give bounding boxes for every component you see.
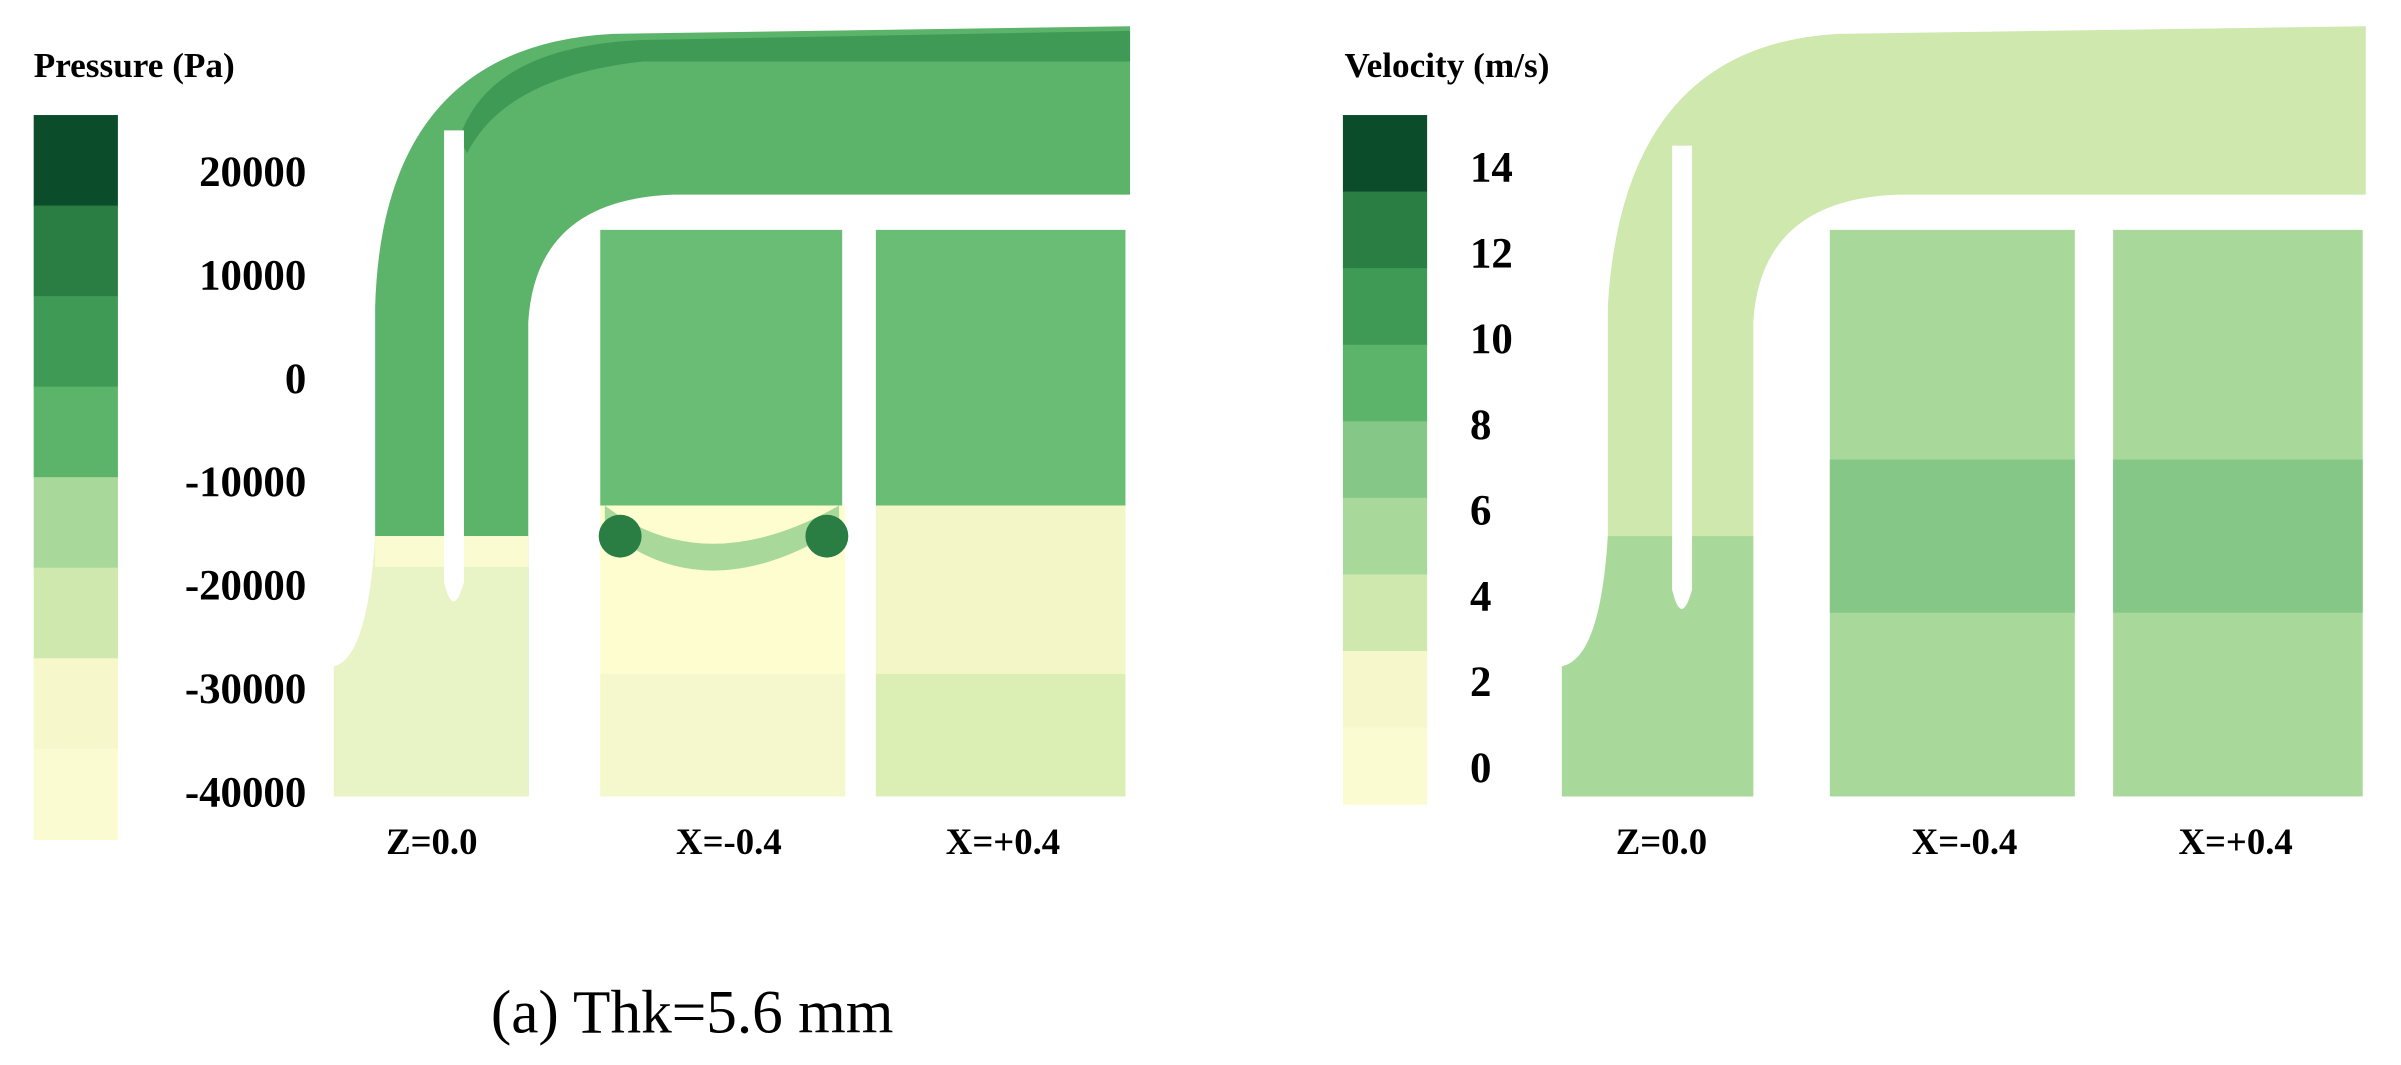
colorbar-title: Velocity (m/s) [1344,46,1549,85]
colorbar-tick-label: 14 [1470,145,1513,192]
colorbar-tick-label: 2 [1470,659,1491,706]
velocity-contour [1561,26,2366,797]
colorbar-tick-label: 10 [1470,316,1513,363]
colorbar-band [1342,191,1428,269]
colorbar-tick-label: 6 [1470,488,1491,535]
slice-label: X=+0.4 [946,821,1060,862]
colorbar-tick-label: -40000 [185,769,306,816]
colorbar-band [33,205,118,297]
slice-label: X=-0.4 [676,821,782,862]
colorbar-band [1342,115,1428,193]
colorbar-band [1342,344,1428,423]
colorbar-band [1342,650,1428,729]
pressure-contour [333,26,1131,797]
colorbar-band [33,477,118,569]
colorbar-tick-label: -20000 [185,563,306,610]
colorbar-tick-label: 10000 [199,252,306,299]
slice-label: Z=0.0 [1616,821,1707,862]
colorbar-band [1342,574,1428,652]
caption: (a) Thk=5.6 mm [491,979,894,1047]
colorbar-tick-label: 8 [1470,402,1491,449]
colorbar-tick-label: 0 [1470,745,1491,792]
colorbar-band [33,296,118,388]
colorbar-band [33,115,118,207]
colorbar-tick-label: 4 [1470,573,1491,620]
slice-label: Z=0.0 [386,821,477,862]
slice-label: X=-0.4 [1912,821,2018,862]
slice-label: X=+0.4 [2178,821,2292,862]
colorbar-tick-label: 20000 [199,149,306,196]
colorbar-band [1342,268,1428,346]
colorbar-band [1342,497,1428,576]
colorbar-band [33,658,118,750]
colorbar-band [33,567,118,660]
colorbar-title: Pressure (Pa) [34,46,235,85]
colorbar-tick-label: 0 [285,356,306,403]
colorbar-band [33,748,118,841]
colorbar-band [33,386,118,478]
colorbar-tick-label: -30000 [185,666,306,713]
colorbar-tick-label: -10000 [185,459,306,506]
colorbar-band [1342,421,1428,499]
colorbar-tick-label: 12 [1470,230,1513,277]
colorbar-band [1342,727,1428,805]
